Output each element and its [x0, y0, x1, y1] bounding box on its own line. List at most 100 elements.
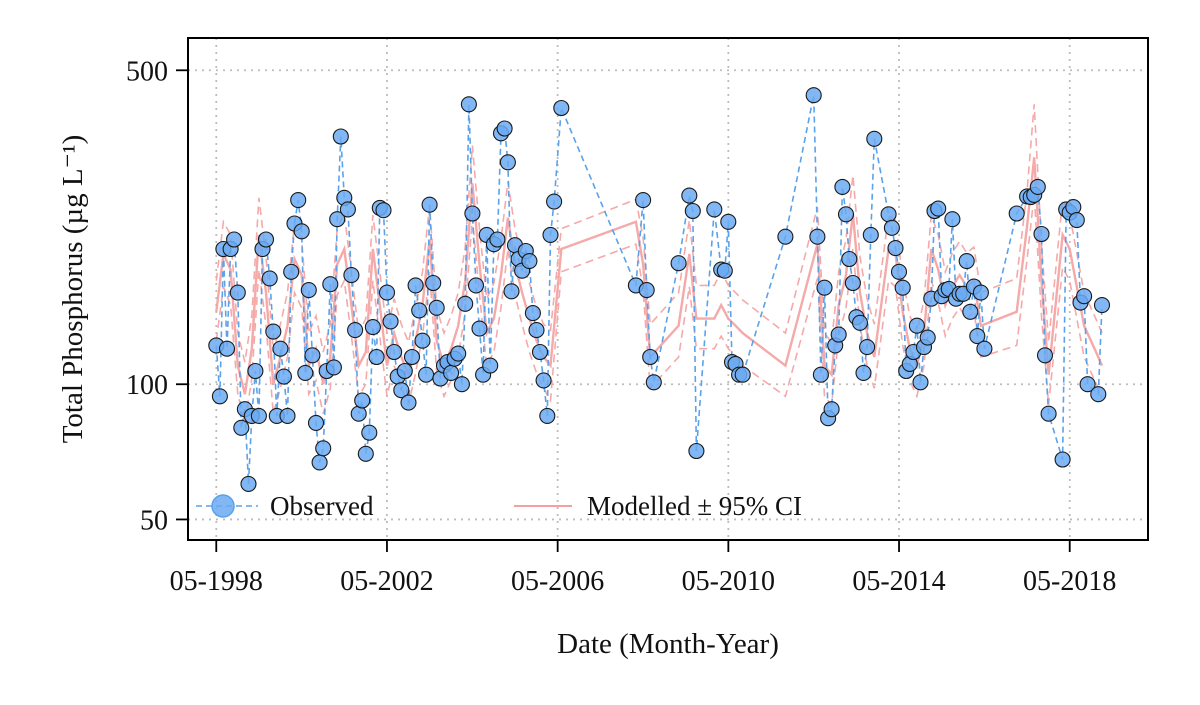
x-tick-label: 05-2002 — [340, 566, 433, 597]
observed-point — [890, 263, 908, 280]
observed-point — [635, 192, 652, 209]
observed-point — [542, 226, 559, 243]
observed-point — [283, 263, 300, 280]
observed-point — [339, 201, 356, 218]
observed-point — [777, 228, 794, 245]
observed-point — [830, 326, 847, 343]
observed-point — [307, 414, 325, 431]
observed-point — [226, 231, 243, 248]
x-tick-label: 05-2006 — [511, 566, 604, 597]
observed-point — [894, 279, 911, 296]
observed-point — [375, 202, 392, 219]
observed-point — [503, 283, 520, 300]
modelled-ci-lower-line — [215, 194, 1103, 424]
observed-point — [1033, 225, 1050, 243]
observed-point — [332, 128, 349, 145]
legend-modelled-label: Modelled ± 95% CI — [587, 491, 802, 521]
x-tick-label: 05-2018 — [1023, 566, 1116, 597]
observed-point — [642, 348, 659, 366]
observed-point — [471, 320, 488, 337]
legend: Observed Modelled ± 95% CI — [196, 491, 802, 521]
observed-point — [531, 343, 549, 361]
observed-point — [912, 374, 929, 391]
observed-point — [240, 475, 257, 492]
observed-point — [407, 277, 424, 294]
observed-point — [1093, 297, 1111, 314]
observed-point — [681, 187, 698, 204]
observed-point — [233, 419, 250, 436]
observed-point — [812, 366, 829, 383]
observed-point — [944, 211, 961, 228]
observed-point — [1054, 451, 1071, 468]
observed-point — [450, 345, 467, 362]
observed-point — [1040, 405, 1057, 422]
observed-point — [364, 319, 381, 336]
observed-point — [261, 270, 278, 287]
observed-point — [1008, 205, 1025, 222]
legend-observed-marker — [211, 494, 235, 518]
observed-point — [443, 364, 460, 381]
observed-point — [539, 407, 556, 424]
observed-point — [958, 253, 975, 270]
observed-point — [382, 313, 399, 330]
observed-point — [393, 382, 410, 399]
x-tick-label: 05-2010 — [682, 566, 775, 597]
observed-point — [293, 223, 310, 240]
observed-point — [304, 347, 321, 364]
observed-point — [862, 226, 879, 243]
observed-point — [1036, 347, 1054, 364]
observed-point — [350, 405, 367, 422]
observed-point — [816, 279, 833, 296]
observed-point — [361, 424, 378, 441]
observed-point — [279, 407, 296, 424]
observed-point — [457, 295, 474, 312]
observed-point — [499, 154, 516, 171]
observed-point — [325, 359, 342, 376]
observed-point — [809, 228, 826, 245]
observed-point — [464, 205, 481, 222]
observed-point — [823, 401, 840, 418]
observed-point — [496, 120, 513, 137]
observed-point — [329, 211, 346, 228]
observed-point — [460, 96, 477, 113]
observed-point — [247, 362, 264, 380]
observed-point — [706, 201, 723, 218]
observed-point — [546, 193, 563, 210]
observed-point — [638, 282, 655, 299]
observed-point — [411, 302, 428, 319]
observed-point — [887, 240, 904, 257]
observed-point — [528, 322, 545, 339]
plot-frame — [187, 37, 1149, 541]
observed-point — [645, 374, 662, 391]
y-tick-label: 500 — [126, 56, 168, 87]
observed-point — [684, 202, 701, 220]
observed-point — [250, 407, 267, 424]
observed-point — [834, 178, 851, 195]
observed-point — [883, 219, 900, 236]
observed-point — [453, 376, 470, 393]
observed-point — [851, 314, 869, 331]
observed-point — [972, 284, 989, 301]
observed-point — [859, 339, 876, 356]
observed-point — [908, 317, 925, 334]
observed-point — [837, 206, 855, 223]
observed-point — [218, 340, 236, 357]
observed-point — [919, 329, 936, 346]
observed-point — [343, 267, 360, 284]
y-axis-title: Total Phosphorus (µg L⁻¹) — [57, 135, 89, 444]
observed-point — [535, 372, 552, 389]
observed-point — [482, 357, 499, 374]
observed-point — [211, 388, 228, 405]
observed-point — [930, 200, 947, 217]
observed-series — [208, 87, 1111, 492]
observed-point — [716, 262, 733, 279]
observed-point — [414, 332, 431, 349]
observed-point — [290, 192, 307, 209]
observed-point — [489, 231, 506, 248]
observed-point — [467, 277, 485, 294]
observed-point — [347, 322, 364, 339]
observed-point — [1068, 212, 1085, 229]
observed-point — [866, 130, 883, 147]
observed-point — [315, 440, 332, 457]
